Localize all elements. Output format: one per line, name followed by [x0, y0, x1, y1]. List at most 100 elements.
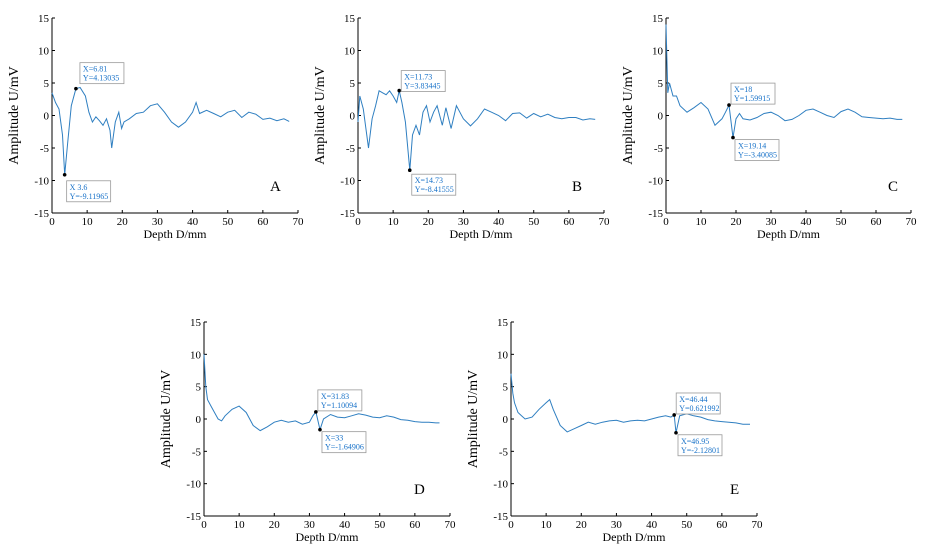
panel-letter: A [270, 179, 281, 195]
x-tick-label: 70 [599, 216, 611, 228]
y-tick-label: 0 [44, 111, 50, 123]
datatip-x-text: X 3.6 [70, 183, 88, 192]
datatip-y-text: Y=0.621992 [679, 404, 719, 413]
y-tick-label: 10 [190, 349, 202, 361]
datatip-box [411, 173, 457, 196]
x-tick-label: 50 [836, 216, 848, 228]
y-tick-label: -15 [34, 208, 49, 220]
x-axis-title: Depth D/mm [144, 227, 208, 241]
datatip-y-text: Y=4.13035 [83, 74, 119, 83]
datatip-x-text: X=18 [734, 85, 752, 94]
y-axis-title: Amplitude U/mV [621, 66, 636, 164]
y-tick-label: -15 [340, 208, 355, 220]
datatip-marker [672, 413, 677, 417]
x-tick-label: 10 [388, 216, 400, 228]
panel-letter: D [414, 482, 425, 498]
datatip-marker [314, 410, 318, 414]
datatip-marker [727, 103, 731, 107]
x-tick-label: 0 [201, 519, 207, 531]
datatip-marker [397, 88, 402, 93]
datatip-marker [62, 172, 67, 177]
datatip-box [734, 139, 780, 162]
y-tick-label: 0 [658, 111, 664, 123]
datatip-box [321, 431, 367, 454]
x-tick-label: 20 [117, 216, 129, 228]
y-tick-label: 10 [344, 46, 356, 58]
y-tick-label: 5 [350, 78, 356, 90]
x-tick-label: 50 [222, 216, 234, 228]
series-line [203, 354, 440, 432]
y-tick-label: 5 [503, 382, 509, 394]
panel-letter: E [730, 482, 739, 498]
x-axis-title: Depth D/mm [450, 227, 514, 241]
x-tick-label: 10 [234, 519, 246, 531]
datatip-x-text: X=33 [325, 434, 343, 443]
datatip-y-text: Y=-1.64906 [325, 443, 364, 452]
y-tick-label: -10 [493, 479, 508, 491]
x-tick-label: 10 [696, 216, 708, 228]
y-tick-label: -5 [192, 446, 202, 458]
panel-letter: B [572, 179, 582, 195]
datatip-y-text: Y=3.83445 [404, 82, 440, 91]
x-tick-label: 40 [187, 216, 199, 228]
y-tick-label: -15 [648, 208, 663, 220]
datatip-box [79, 62, 125, 85]
x-tick-label: 0 [663, 216, 669, 228]
x-axis-title: Depth D/mm [757, 227, 821, 241]
datatip-y-text: Y=1.10094 [321, 401, 357, 410]
panel-letter: C [888, 179, 898, 195]
datatip-box [675, 392, 721, 415]
x-tick-label: 60 [716, 519, 728, 531]
y-tick-label: 0 [196, 414, 202, 426]
datatip-x-text: X=6.81 [83, 65, 107, 74]
x-tick-label: 30 [766, 216, 778, 228]
y-tick-label: -10 [34, 176, 49, 188]
series-line [665, 24, 903, 138]
datatip-x-text: X=46.44 [679, 395, 707, 404]
x-tick-label: 20 [576, 519, 588, 531]
y-tick-label: -15 [493, 511, 508, 523]
datatip-box [400, 70, 446, 92]
y-tick-label: 15 [190, 317, 202, 329]
y-axis-title: Amplitude U/mV [7, 66, 22, 164]
y-tick-label: 15 [344, 13, 356, 25]
y-tick-label: -10 [186, 479, 201, 491]
x-tick-label: 0 [508, 519, 514, 531]
datatip-box [730, 82, 776, 105]
x-tick-label: 10 [541, 519, 553, 531]
datatip-y-text: Y=1.59915 [734, 94, 770, 103]
datatip-y-text: Y=-3.40085 [738, 151, 777, 160]
x-axis-title: Depth D/mm [296, 530, 360, 544]
x-tick-label: 70 [752, 519, 764, 531]
y-tick-label: 5 [658, 78, 664, 90]
y-tick-label: 10 [38, 46, 50, 58]
y-tick-label: -15 [186, 511, 201, 523]
x-tick-label: 60 [409, 519, 421, 531]
datatip-marker [74, 86, 78, 91]
datatip-box [66, 180, 112, 203]
datatip-marker [674, 430, 678, 435]
y-axis-title: Amplitude U/mV [466, 370, 481, 468]
x-tick-label: 0 [49, 216, 55, 228]
y-tick-label: 10 [497, 349, 509, 361]
datatip-y-text: Y=-2.12801 [681, 446, 720, 455]
x-tick-label: 60 [257, 216, 269, 228]
y-tick-label: 5 [44, 78, 50, 90]
x-tick-label: 60 [871, 216, 883, 228]
x-tick-label: 20 [423, 216, 435, 228]
y-axis-title: Amplitude U/mV [159, 370, 174, 468]
x-tick-label: 20 [269, 519, 281, 531]
y-tick-label: -5 [346, 143, 356, 155]
series-line [357, 89, 596, 171]
y-tick-label: 15 [652, 13, 664, 25]
y-tick-label: -5 [654, 143, 664, 155]
x-tick-label: 70 [445, 519, 457, 531]
x-tick-label: 60 [563, 216, 575, 228]
y-tick-label: 15 [38, 13, 50, 25]
x-tick-label: 50 [528, 216, 540, 228]
x-tick-label: 50 [374, 519, 386, 531]
